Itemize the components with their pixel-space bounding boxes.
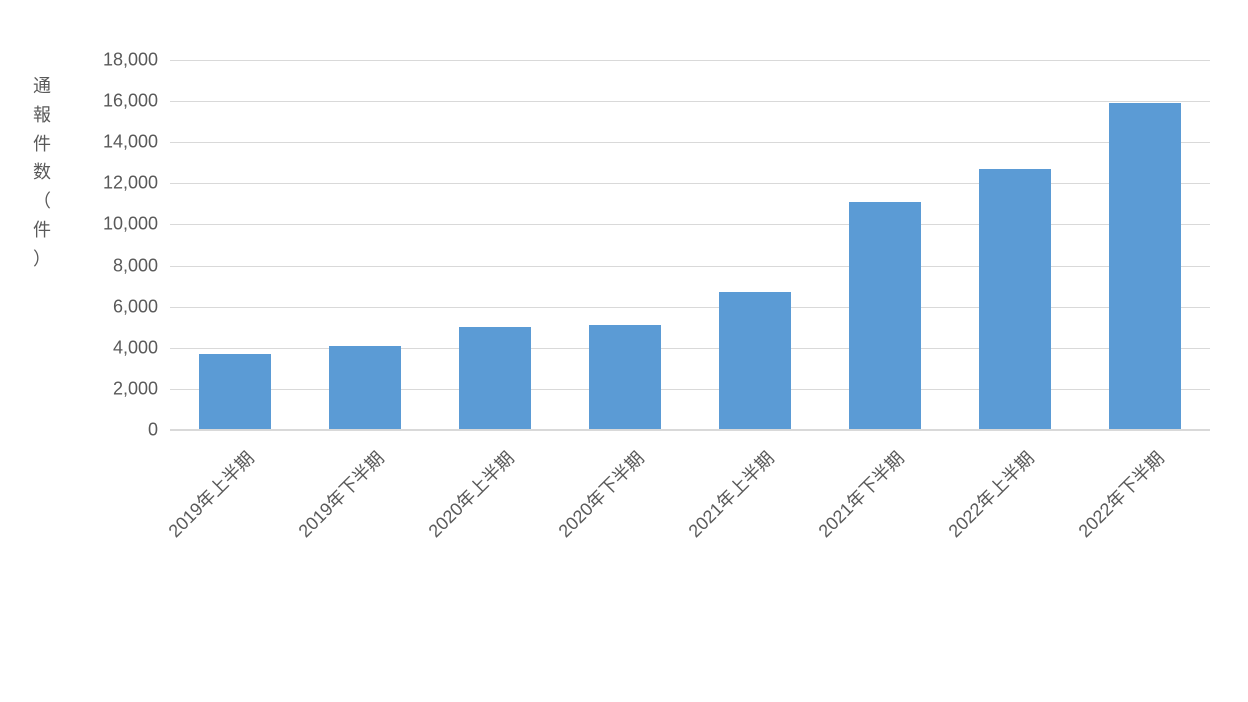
x-tick-label: 2020年上半期	[422, 445, 520, 543]
bar	[199, 354, 272, 430]
y-axis-title-char: 数	[32, 158, 52, 187]
y-axis-title-char: ）	[32, 245, 52, 274]
y-axis-title-char: 件	[32, 216, 52, 245]
y-tick-label: 14,000	[103, 132, 158, 153]
y-tick-label: 8,000	[113, 255, 158, 276]
bar-chart: 通報件数（件） 02,0004,0006,0008,00010,00012,00…	[0, 0, 1248, 702]
y-tick-label: 18,000	[103, 50, 158, 71]
x-tick-label: 2021年下半期	[812, 445, 910, 543]
bar	[329, 346, 402, 430]
bar	[849, 202, 922, 430]
y-axis-title-char: （	[32, 187, 52, 216]
y-tick-label: 12,000	[103, 173, 158, 194]
bar	[1109, 103, 1182, 430]
x-tick-label: 2020年下半期	[552, 445, 650, 543]
x-axis-line	[170, 429, 1210, 430]
y-tick-label: 4,000	[113, 337, 158, 358]
y-axis-title: 通報件数（件）	[32, 72, 52, 274]
x-tick-label: 2021年上半期	[682, 445, 780, 543]
bar	[979, 169, 1052, 430]
y-tick-label: 16,000	[103, 91, 158, 112]
y-axis-title-char: 件	[32, 130, 52, 159]
gridline	[170, 430, 1210, 431]
bar	[459, 327, 532, 430]
bars-layer	[170, 60, 1210, 430]
y-tick-label: 10,000	[103, 214, 158, 235]
x-tick-label: 2022年下半期	[1072, 445, 1170, 543]
plot-area: 02,0004,0006,0008,00010,00012,00014,0001…	[170, 60, 1210, 430]
x-tick-label: 2019年上半期	[162, 445, 260, 543]
x-tick-label: 2019年下半期	[292, 445, 390, 543]
bar	[589, 325, 662, 430]
x-axis-labels: 2019年上半期2019年下半期2020年上半期2020年下半期2021年上半期…	[170, 445, 1210, 645]
y-tick-label: 2,000	[113, 378, 158, 399]
x-tick-label: 2022年上半期	[942, 445, 1040, 543]
y-tick-label: 6,000	[113, 296, 158, 317]
y-tick-label: 0	[148, 420, 158, 441]
y-axis-title-char: 報	[32, 101, 52, 130]
y-axis-title-char: 通	[32, 72, 52, 101]
bar	[719, 292, 792, 430]
